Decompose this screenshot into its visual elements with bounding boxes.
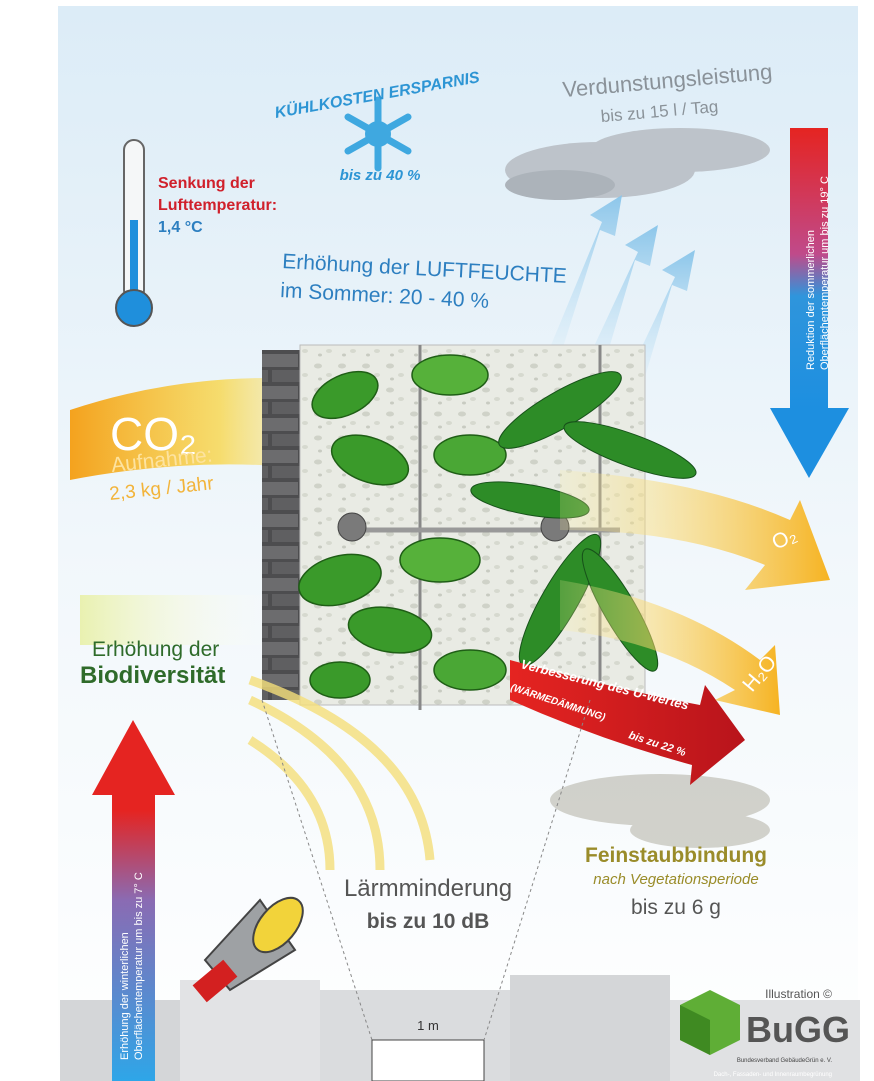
fine-dust-value: bis zu 6 g [631,896,721,919]
noise-value: bis zu 10 dB [367,910,490,933]
scale-label: 1 m [417,1018,439,1033]
winter-line: Erhöhung der winterlichen [119,932,131,1060]
winter-line: Oberflächentemperatur um bis zu 7° C [133,872,145,1060]
page: KÜHLKOSTEN ERSPARNIS bis zu 40 % Verduns… [0,0,874,1081]
biodiversity-line: Biodiversität [80,662,225,689]
summer-line: Oberflächentemperatur um bis zu 19° C [819,176,831,370]
fine-dust-line: Feinstaubbindung [585,844,767,867]
fine-dust-line: nach Vegetationsperiode [593,871,758,888]
summer-line: Reduktion der sommerlichen [805,230,817,370]
credit-illustration: Illustration © [765,987,832,1001]
infographic: KÜHLKOSTEN ERSPARNIS bis zu 40 % Verduns… [0,0,874,1081]
air-temp-line: Senkung der [158,175,255,192]
biodiversity-line: Erhöhung der [92,638,219,661]
air-temp-line: Lufttemperatur: [158,197,277,214]
noise-line: Lärmminderung [344,875,512,902]
cooling-value: bis zu 40 % [340,167,421,184]
air-temp-value: 1,4 °C [158,219,203,236]
logo-text: BuGG [746,1009,850,1050]
credit-tagline: Dach-, Fassaden- und Innenraumbegrünung [714,1072,832,1078]
credit-name: Bundesverband GebäudeGrün e. V. [737,1058,833,1064]
